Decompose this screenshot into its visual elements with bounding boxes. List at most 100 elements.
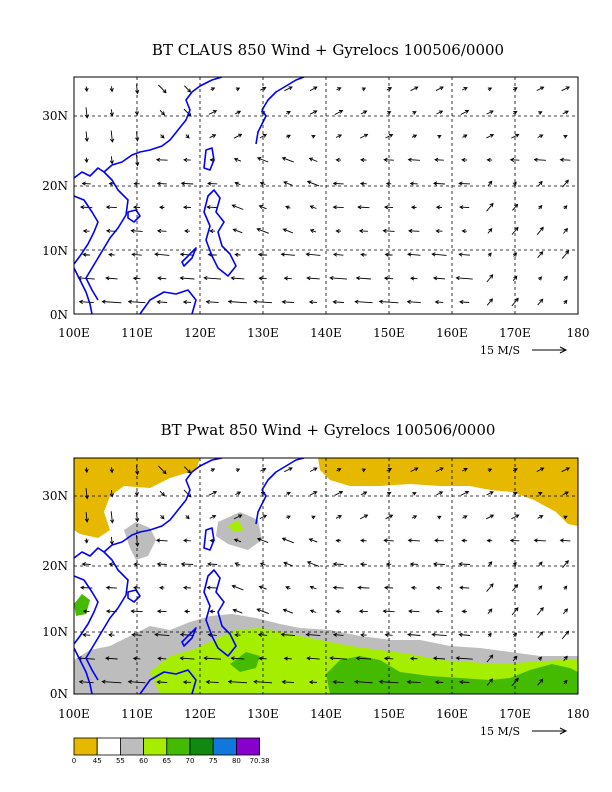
- top-wind-arrow: [537, 276, 543, 281]
- top-wind-arrow: [183, 157, 191, 162]
- colorbar-label: 70.38: [250, 757, 270, 765]
- top-wind-arrow: [82, 228, 90, 234]
- bottom-wind-arrow: [358, 609, 368, 614]
- bottom-wind-arrow: [154, 632, 170, 637]
- bottom-wind-arrow: [360, 538, 367, 543]
- bottom-wind-arrow: [559, 538, 571, 543]
- bottom-wind-arrow: [410, 585, 417, 590]
- top-wind-arrow: [408, 228, 420, 233]
- top-coastlines: [74, 77, 305, 314]
- top-wind-arrow: [487, 87, 493, 92]
- top-wind-arrow: [109, 86, 114, 93]
- bottom-wind-arrow: [84, 488, 89, 500]
- top-wind-arrow: [207, 181, 218, 186]
- bottom-wind-arrow: [487, 632, 492, 637]
- bottom-lon-tick-130: 130E: [247, 707, 279, 721]
- bottom-wind-arrow: [235, 491, 242, 496]
- colorbar-label: 0: [72, 757, 76, 765]
- top-wind-arrow: [282, 228, 294, 234]
- top-wind-arrow: [435, 86, 444, 92]
- top-wind-arrow: [309, 205, 317, 210]
- bottom-wind-arrow: [536, 467, 545, 472]
- bottom-wind-arrow: [78, 679, 94, 684]
- top-wind-arrow: [231, 204, 244, 210]
- top-wind-arrow: [308, 157, 318, 162]
- bottom-wind-arrow: [132, 585, 141, 590]
- top-wind-arrow: [234, 252, 241, 257]
- bottom-wind-arrow: [233, 514, 243, 520]
- top-wind-arrow: [156, 228, 167, 234]
- top-wind-arrow: [385, 133, 394, 139]
- bottom-wind-arrow: [329, 656, 348, 661]
- top-wind-arrow: [81, 181, 91, 186]
- pwat-colorbar: 0 45 55 60 65 70 75 80 70.38: [72, 737, 270, 765]
- top-wind-arrow: [131, 252, 142, 257]
- bottom-wind-arrow: [431, 632, 447, 637]
- top-wind-arrow: [79, 205, 93, 210]
- bottom-wind-arrow: [256, 608, 269, 615]
- bottom-wind-arrow: [105, 656, 118, 661]
- bottom-wind-arrow: [461, 538, 468, 543]
- top-wind-arrow: [536, 226, 544, 235]
- bottom-wind-arrow: [203, 656, 222, 661]
- top-wind-arrow: [256, 227, 269, 234]
- top-wind-arrow: [512, 252, 518, 257]
- top-lon-tick-110: 110E: [121, 326, 153, 340]
- top-wind-arrow: [538, 204, 543, 210]
- top-wind-arrow: [460, 110, 470, 115]
- top-wind-arrow: [84, 86, 89, 93]
- top-wind-arrow: [432, 276, 446, 281]
- top-wind-arrow: [156, 299, 168, 305]
- top-wind-arrow: [486, 110, 494, 115]
- bottom-lat-tick-30: 30N: [42, 489, 68, 503]
- top-wind-arrow: [432, 181, 445, 186]
- top-lon-tick-160: 160E: [436, 326, 468, 340]
- top-wind-arrow: [182, 299, 192, 305]
- bottom-wind-arrow: [110, 511, 115, 524]
- bottom-wind-arrow: [432, 656, 446, 661]
- bottom-lat-tick-20: 20N: [42, 559, 68, 573]
- top-wind-arrow: [412, 111, 417, 115]
- bottom-coastlines: [74, 458, 305, 694]
- top-wind-arrow: [406, 299, 421, 304]
- top-wind-arrow: [309, 86, 318, 92]
- colorbar-swatch: [212, 737, 237, 756]
- bottom-wind-arrow: [461, 468, 468, 472]
- bottom-wind-arrow: [537, 678, 544, 686]
- bottom-wind-arrow: [406, 679, 421, 684]
- top-wind-arrow: [386, 87, 393, 91]
- top-wind-arrow: [208, 110, 218, 115]
- top-wind-arrow: [232, 228, 243, 234]
- top-wind-arrow: [431, 252, 447, 257]
- bottom-wind-arrow: [308, 680, 318, 685]
- top-lon-tick-170: 170E: [499, 326, 531, 340]
- bottom-wind-arrow: [258, 585, 267, 590]
- bottom-wind-arrow: [286, 491, 291, 496]
- top-wind-arrow: [486, 157, 493, 163]
- bottom-gridlines: [74, 458, 578, 694]
- top-wind-arrow: [559, 157, 571, 162]
- bottom-wind-arrow: [206, 585, 219, 590]
- bottom-wind-arrow: [332, 585, 344, 590]
- bottom-wind-arrow: [335, 515, 343, 519]
- colorbar-label: 60: [139, 757, 148, 765]
- bottom-wind-arrow: [332, 679, 344, 685]
- bottom-wind-arrow: [410, 467, 419, 473]
- bottom-wind-arrow: [234, 562, 241, 567]
- top-wind-arrow: [533, 157, 546, 162]
- top-wind-arrow: [179, 252, 195, 257]
- top-wind-arrow: [509, 157, 520, 162]
- top-wind-arrow: [461, 157, 468, 163]
- top-wind-arrow: [84, 157, 89, 164]
- bottom-wind-arrow: [407, 632, 421, 637]
- bottom-wind-arrow: [355, 656, 372, 661]
- bottom-wind-arrow: [185, 515, 190, 520]
- top-map-title: BT CLAUS 850 Wind + Gyrelocs 100506/0000: [152, 41, 504, 59]
- bottom-wind-arrow: [486, 514, 495, 520]
- bottom-wind-arrow: [84, 512, 89, 523]
- bottom-wind-arrow: [432, 561, 445, 567]
- top-wind-arrow: [358, 228, 368, 234]
- top-wind-arrow: [383, 205, 394, 210]
- bottom-wind-arrow: [281, 679, 295, 685]
- bottom-lon-tick-150: 150E: [373, 707, 405, 721]
